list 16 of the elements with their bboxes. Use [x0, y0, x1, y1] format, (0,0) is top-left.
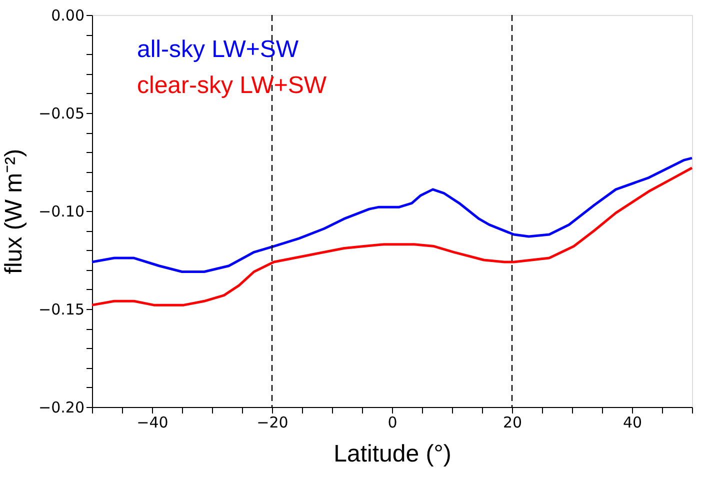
- x-tick-label: 40: [622, 414, 642, 432]
- y-tick-label: −0.20: [38, 398, 84, 416]
- x-tick-label: −20: [256, 414, 288, 432]
- y-tick-label: −0.15: [38, 300, 84, 318]
- x-tick-label: 20: [502, 414, 522, 432]
- x-tick-label: 0: [388, 414, 398, 432]
- x-axis-title: Latitude (°): [334, 440, 452, 468]
- x-tick-label: −40: [136, 414, 168, 432]
- line-series: [90, 166, 694, 306]
- text: clear-sky LW+SW: [137, 72, 327, 99]
- y-tick-label: −0.05: [38, 104, 84, 122]
- line-series: [90, 156, 694, 274]
- y-tick-label: −0.10: [38, 202, 84, 220]
- text: all-sky LW+SW: [137, 36, 299, 63]
- y-axis-title: flux (W m⁻²): [0, 148, 28, 274]
- y-tick-label: 0.00: [51, 6, 84, 24]
